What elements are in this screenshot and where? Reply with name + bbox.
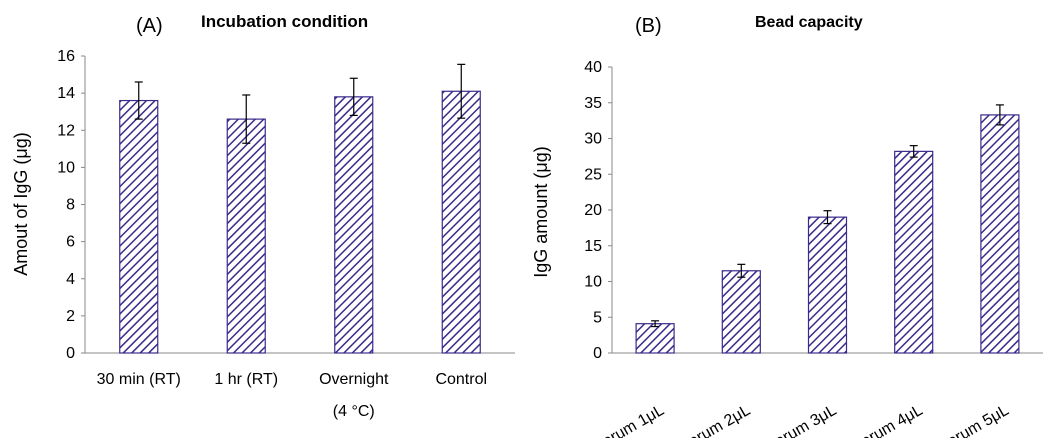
panel-b-y-tick-label: 30 xyxy=(584,131,602,148)
panel-b-label: (B) xyxy=(635,15,662,37)
panel-b-y-tick-label: 35 xyxy=(584,95,602,112)
panel-b-y-tick-label: 15 xyxy=(584,238,602,255)
panel-b-y-tick-label: 5 xyxy=(593,309,602,326)
panel-a-bar xyxy=(334,96,374,354)
panel-b-bar xyxy=(635,323,675,354)
panel-a-label: (A) xyxy=(136,15,163,37)
panel-b-category-label: Serum 1μL xyxy=(591,402,668,438)
panel-b-category-label: Serum 4μL xyxy=(849,402,926,438)
panel-a-y-tick-label: 6 xyxy=(66,234,75,251)
panel-a-category-sublabel: (4 °C) xyxy=(333,403,375,420)
panel-a-category-label: Control xyxy=(435,371,487,388)
panel-a-y-tick-label: 10 xyxy=(57,159,75,176)
panel-b-y-tick-label: 25 xyxy=(584,166,602,183)
panel-a-y-tick-label: 2 xyxy=(66,308,75,325)
panel-a-bar xyxy=(226,118,266,354)
panel-a-y-tick-label: 12 xyxy=(57,122,75,139)
panel-a-y-tick-label: 16 xyxy=(57,48,75,65)
panel-b-y-tick-label: 40 xyxy=(584,59,602,76)
panel-b-bar xyxy=(980,114,1020,354)
panel-a-bar xyxy=(119,99,159,354)
panel-a-plot: 0 2 4 6 8 10 12 14 16 30 min (RT) 1 hr (RT) Overnig… xyxy=(57,48,515,420)
panel-a-category-label: 30 min (RT) xyxy=(97,371,181,388)
panel-a-category-label: 1 hr (RT) xyxy=(214,371,278,388)
panel-b-category-label: Serum 2μL xyxy=(677,402,754,438)
panel-b-title: Bead capacity xyxy=(755,14,863,31)
panel-b-category-label: Serum 5μL xyxy=(935,402,1012,438)
panel-b-y-tick-label: 0 xyxy=(593,345,602,362)
panel-b-bar xyxy=(807,216,848,354)
panel-b-y-tick-label: 20 xyxy=(584,202,602,219)
panel-a-y-tick-label: 14 xyxy=(57,85,75,102)
panel-b-bar xyxy=(721,270,761,354)
panel-a-title: Incubation condition xyxy=(201,12,368,31)
panel-a-y-tick-label: 8 xyxy=(66,197,75,214)
panel-b-y-tick-label: 10 xyxy=(584,274,602,291)
panel-b-y-axis-title: IgG amount (μg) xyxy=(531,146,551,277)
panel-b-category-label: Serum 3μL xyxy=(763,402,840,438)
panel-a-y-tick-label: 0 xyxy=(66,345,75,362)
panel-a-bar xyxy=(441,90,481,354)
panel-a-y-axis-title: Amout of IgG (μg) xyxy=(11,132,31,275)
panel-a-y-tick-label: 4 xyxy=(66,271,75,288)
panel-b-bar xyxy=(894,150,934,354)
panel-a-category-label: Overnight xyxy=(319,371,389,388)
